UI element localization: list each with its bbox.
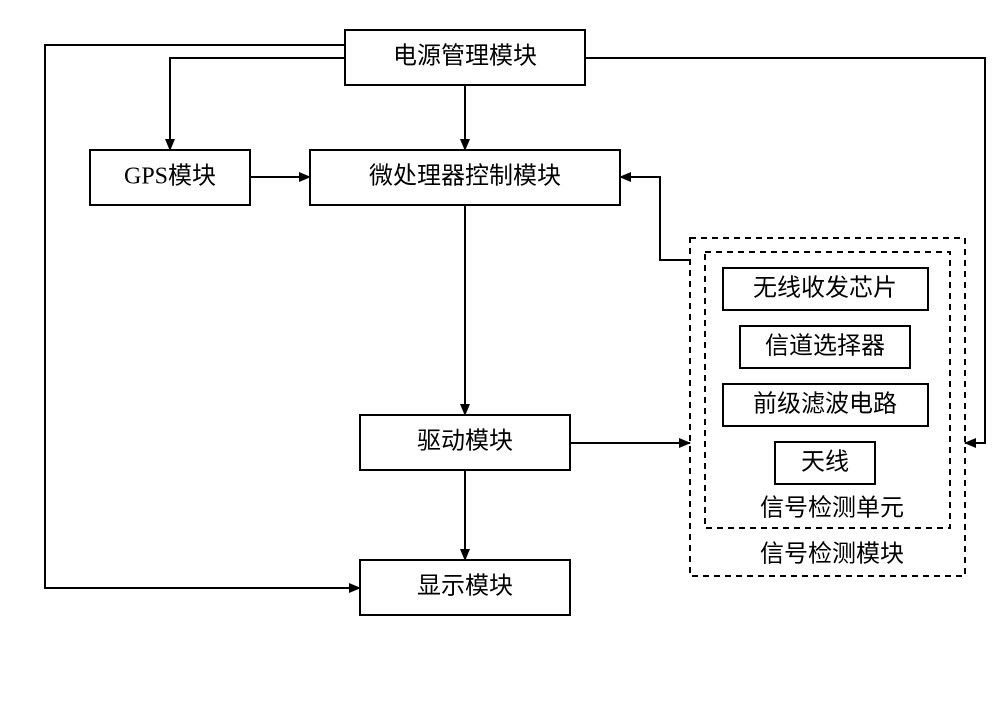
label-antenna: 天线 [801,449,849,476]
node-driver: 驱动模块 [360,415,570,470]
edge-power-display [45,45,360,588]
edge-power-gps [170,58,345,150]
label-selector: 信道选择器 [765,333,885,360]
label-filter: 前级滤波电路 [753,391,897,418]
edge-detect-mcu [620,177,690,260]
node-gps: GPS模块 [90,150,250,205]
label-driver: 驱动模块 [417,428,513,455]
node-display: 显示模块 [360,560,570,615]
label-display: 显示模块 [417,573,513,600]
node-selector: 信道选择器 [740,326,910,368]
label-gps: GPS模块 [124,163,216,190]
label-chip: 无线收发芯片 [753,275,897,302]
label-power: 电源管理模块 [393,43,537,70]
node-mcu: 微处理器控制模块 [310,150,620,205]
node-antenna: 天线 [775,442,875,484]
label-module: 信号检测模块 [760,541,904,568]
label-mcu: 微处理器控制模块 [369,163,561,190]
label-unit: 信号检测单元 [760,495,904,522]
node-power: 电源管理模块 [345,30,585,85]
node-filter: 前级滤波电路 [723,384,928,426]
node-chip: 无线收发芯片 [723,268,928,310]
